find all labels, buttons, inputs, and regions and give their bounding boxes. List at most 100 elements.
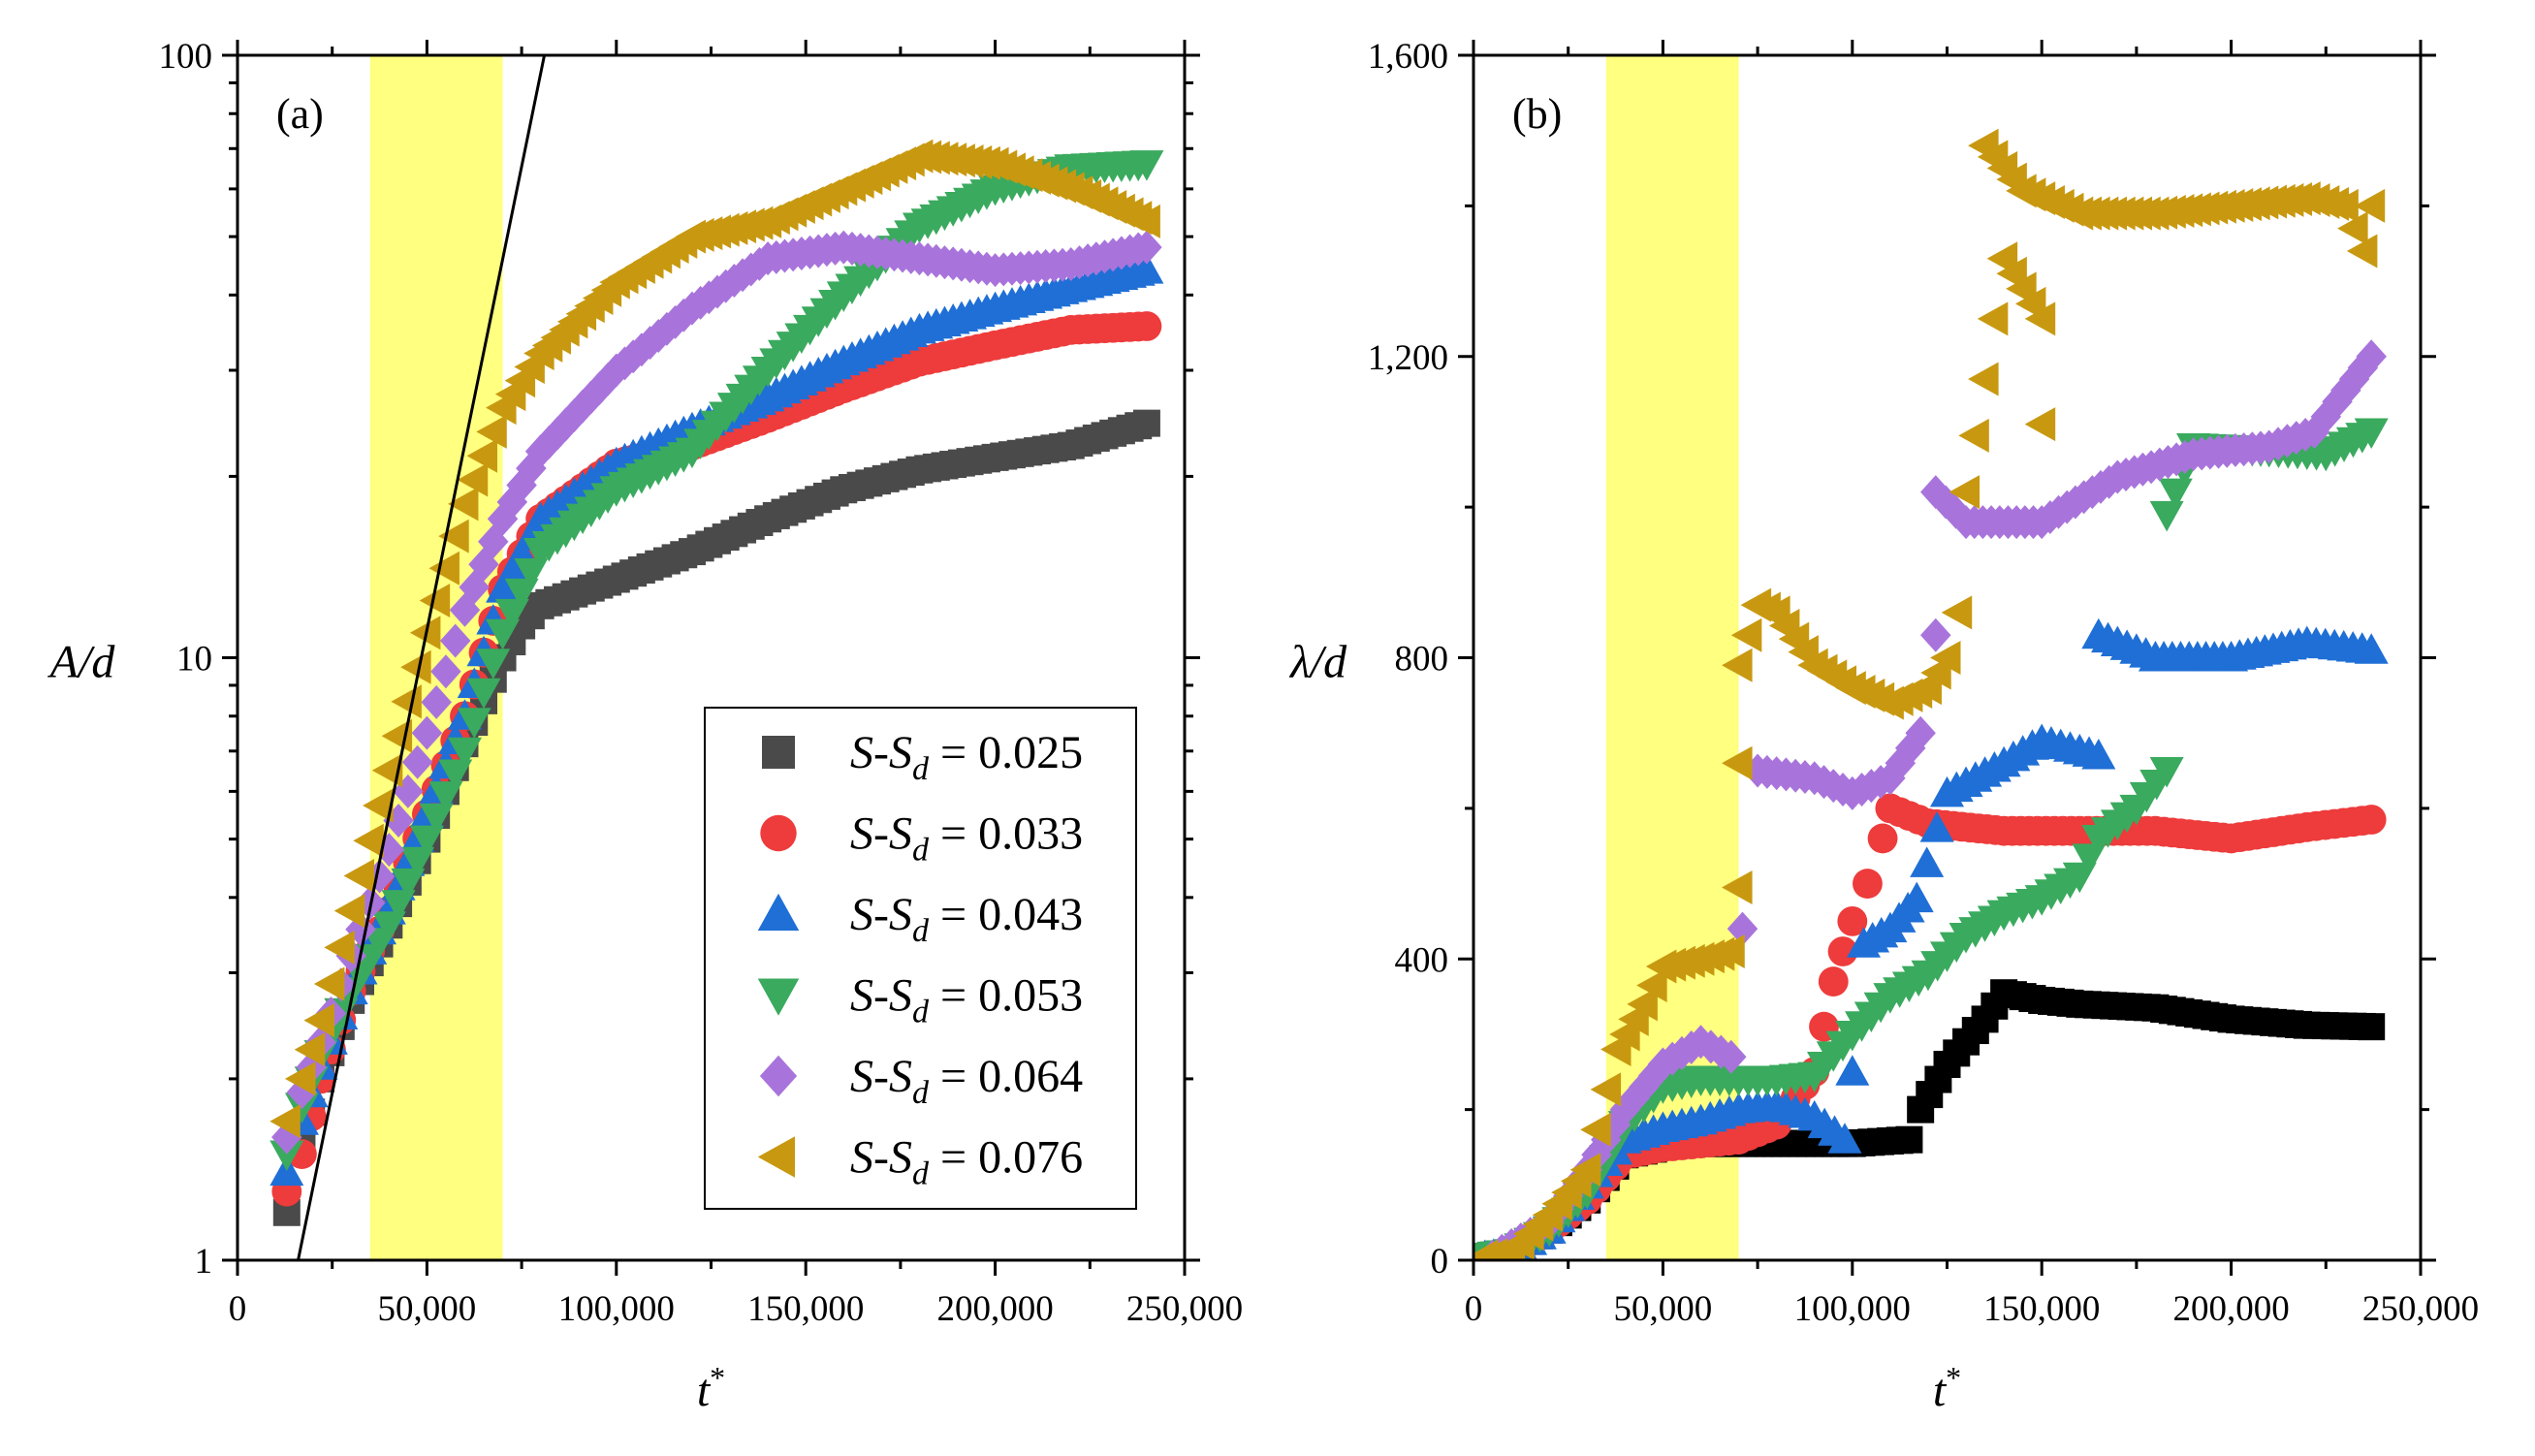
- x-axis-title: t*: [697, 1360, 725, 1416]
- data-point: [1930, 641, 1961, 675]
- data-point: [447, 737, 482, 769]
- legend-label-value: 0.076: [978, 1132, 1083, 1184]
- legend-entry: S-Sd = 0.043: [757, 889, 1083, 949]
- data-point: [2354, 633, 2389, 664]
- legend-label-s: S: [850, 1132, 873, 1184]
- legend-label-value: 0.064: [978, 1051, 1083, 1102]
- legend-label-value: 0.043: [978, 889, 1083, 940]
- legend-label-s: S: [850, 970, 873, 1022]
- data-point: [421, 684, 452, 719]
- data-point: [1715, 1039, 1747, 1074]
- data-point: [1905, 715, 1936, 750]
- y-tick-label: 400: [1395, 940, 1449, 980]
- series-0.076: [269, 139, 1160, 1139]
- data-layer: [269, 139, 1164, 1226]
- legend-label-sub: d: [912, 913, 930, 949]
- data-point: [391, 868, 426, 900]
- x-tick-label: 200,000: [936, 1289, 1053, 1329]
- legend-label-sub: d: [912, 995, 930, 1030]
- legend-label-eq: =: [929, 808, 978, 860]
- data-point: [1958, 418, 1989, 453]
- data-point: [1895, 1125, 1923, 1154]
- data-point: [419, 803, 454, 835]
- series-0.064: [271, 230, 1162, 1155]
- legend-label: S-Sd = 0.025: [850, 727, 1083, 787]
- data-point: [411, 715, 443, 750]
- data-point: [419, 584, 451, 618]
- legend-label-sd: -S: [873, 1132, 912, 1184]
- y-tick-label: 100: [159, 37, 213, 77]
- data-point: [2354, 418, 2389, 449]
- legend-label-sd: -S: [873, 1051, 912, 1102]
- legend-label-eq: =: [929, 889, 978, 940]
- x-axis-ticks: 0 50,000 100,000 150,000 200,000 250,000: [229, 40, 1243, 1329]
- data-point: [1730, 617, 1762, 652]
- data-point: [2356, 339, 2387, 374]
- data-point: [1853, 869, 1883, 899]
- series-0.076: [1473, 128, 2386, 1260]
- data-point: [284, 1061, 316, 1096]
- data-point: [401, 744, 433, 779]
- data-point: [1129, 150, 1164, 181]
- data-point: [2081, 738, 2116, 770]
- data-point: [303, 1003, 334, 1038]
- legend-label-eq: =: [929, 1051, 978, 1102]
- data-point: [269, 1140, 304, 1172]
- data-point: [353, 823, 384, 858]
- data-point: [400, 846, 435, 878]
- data-point: [438, 759, 473, 790]
- data-point: [2024, 301, 2056, 336]
- y-axis-title: A/d: [48, 637, 116, 688]
- data-point: [1129, 253, 1164, 284]
- data-point: [1837, 906, 1868, 936]
- series-0.053: [269, 150, 1164, 1172]
- x-tick-label: 0: [229, 1289, 247, 1329]
- data-point: [466, 438, 498, 473]
- data-point: [439, 623, 471, 658]
- data-point: [1580, 1112, 1611, 1147]
- data-point: [1131, 311, 1162, 341]
- data-point: [1627, 987, 1658, 1022]
- data-point: [1827, 1123, 1862, 1154]
- data-point: [1968, 362, 1999, 396]
- panel-a: 0 50,000 100,000 150,000 200,000 250,000 1 10 10…: [48, 37, 1243, 1416]
- legend-label-sub: d: [912, 1156, 930, 1192]
- data-point: [1827, 936, 1858, 966]
- legend-label-value: 0.053: [978, 970, 1083, 1022]
- y-tick-label: 1,200: [1368, 338, 1448, 378]
- x-axis-title-sup: *: [710, 1360, 725, 1395]
- panel-b: 0 50,000 100,000 150,000 200,000 250,000 0 400 8…: [1288, 37, 2479, 1416]
- data-point: [476, 414, 507, 449]
- fit-line: [297, 55, 547, 1260]
- legend-label-sd: -S: [873, 727, 912, 778]
- x-tick-label: 100,000: [558, 1289, 675, 1329]
- y-tick-label: 10: [176, 640, 212, 680]
- legend-entry: S-Sd = 0.064: [759, 1051, 1083, 1111]
- data-point: [1919, 811, 1954, 842]
- legend-entry: S-Sd = 0.025: [762, 727, 1083, 787]
- panel-label: (a): [276, 90, 324, 138]
- legend-label-eq: =: [929, 1132, 978, 1184]
- legend-label-value: 0.033: [978, 808, 1083, 860]
- data-point: [1569, 1153, 1601, 1187]
- x-tick-label: 0: [1465, 1289, 1483, 1329]
- legend-box: [704, 707, 1137, 1210]
- data-point: [1920, 475, 1951, 510]
- data-point: [2158, 478, 2193, 510]
- data-point: [457, 462, 489, 497]
- data-point: [1722, 648, 1753, 682]
- data-point: [363, 788, 394, 823]
- data-point: [1727, 911, 1759, 946]
- data-point: [1590, 1072, 1622, 1107]
- legend-label-eq: =: [929, 970, 978, 1022]
- data-point: [294, 1032, 326, 1067]
- data-point: [1132, 409, 1160, 437]
- y-tick-label: 1,600: [1368, 37, 1448, 77]
- data-point: [2346, 234, 2378, 269]
- data-layer: [1473, 128, 2389, 1260]
- data-point: [381, 890, 416, 921]
- data-point: [1722, 870, 1753, 904]
- legend-marker: [757, 1136, 795, 1178]
- legend-label-s: S: [850, 808, 873, 860]
